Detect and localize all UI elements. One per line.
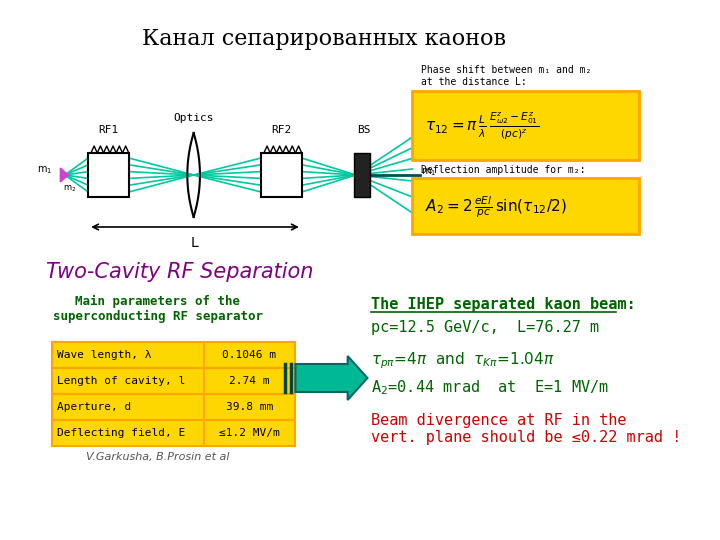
Text: $\tau_{12} = \pi\,\frac{L}{\lambda}\,\frac{E_{\omega 2}^{z} - E_{01}^{z}}{(pc)^{: $\tau_{12} = \pi\,\frac{L}{\lambda}\,\fr… [425, 110, 539, 141]
Text: m$_2$: m$_2$ [63, 184, 76, 194]
Text: Optics: Optics [174, 113, 214, 123]
Bar [89, 153, 129, 197]
Text: m$_1$: m$_1$ [421, 166, 437, 178]
Text: Beam divergence at RF in the
vert. plane should be ≤0.22 mrad !: Beam divergence at RF in the vert. plane… [371, 413, 681, 446]
Text: 39.8 mm: 39.8 mm [226, 402, 273, 412]
Bar [204, 342, 295, 368]
Text: $A_2 = 2\,\frac{eEl}{pc}\,\sin(\tau_{12}/2)$: $A_2 = 2\,\frac{eEl}{pc}\,\sin(\tau_{12}… [425, 194, 567, 220]
Text: Wave length, λ: Wave length, λ [57, 350, 151, 360]
Text: Deflecting field, E: Deflecting field, E [57, 428, 185, 438]
Text: The IHEP separated kaon beam:: The IHEP separated kaon beam: [371, 297, 636, 312]
Bar [204, 368, 295, 394]
Bar [53, 420, 204, 446]
Text: L: L [191, 236, 199, 250]
FancyArrow shape [295, 356, 367, 400]
Text: pc=12.5 GeV/c,  L=76.27 m: pc=12.5 GeV/c, L=76.27 m [371, 320, 599, 335]
Text: A$_2$=0.44 mrad  at  E=1 MV/m: A$_2$=0.44 mrad at E=1 MV/m [371, 378, 609, 397]
Text: Phase shift between m₁ and m₂
at the distance L:: Phase shift between m₁ and m₂ at the dis… [421, 65, 592, 86]
Bar [261, 153, 302, 197]
Text: m$_2$: m$_2$ [415, 129, 431, 141]
Text: $\tau_{p\pi}$=4$\pi$  and  $\tau_{K\pi}$=1.04$\pi$: $\tau_{p\pi}$=4$\pi$ and $\tau_{K\pi}$=1… [371, 350, 555, 370]
Text: 0.1046 m: 0.1046 m [222, 350, 276, 360]
Bar [53, 368, 204, 394]
FancyBboxPatch shape [413, 91, 639, 160]
Bar [53, 342, 204, 368]
Text: RF1: RF1 [98, 125, 118, 135]
Text: 2.74 m: 2.74 m [229, 376, 270, 386]
Text: BS: BS [357, 125, 371, 135]
Text: ≤1.2 MV/m: ≤1.2 MV/m [219, 428, 280, 438]
Text: RF2: RF2 [271, 125, 291, 135]
Text: m$_2$: m$_2$ [415, 207, 431, 219]
Text: m$_1$: m$_1$ [37, 164, 53, 176]
Bar [204, 420, 295, 446]
Text: Aperture, d: Aperture, d [57, 402, 131, 412]
Polygon shape [60, 168, 68, 182]
Bar [204, 394, 295, 420]
Text: Two-Cavity RF Separation: Two-Cavity RF Separation [46, 262, 314, 282]
Text: Length of cavity, l: Length of cavity, l [57, 376, 185, 386]
Bar [53, 394, 204, 420]
FancyBboxPatch shape [413, 178, 639, 234]
Text: Main parameters of the
superconducting RF separator: Main parameters of the superconducting R… [53, 295, 263, 323]
Text: Deflection amplitude for m₂:: Deflection amplitude for m₂: [421, 165, 586, 175]
Bar [354, 153, 370, 197]
Text: Канал сепарированных каонов: Канал сепарированных каонов [143, 28, 506, 50]
Text: V.Garkusha, B.Prosin et al: V.Garkusha, B.Prosin et al [86, 452, 230, 462]
